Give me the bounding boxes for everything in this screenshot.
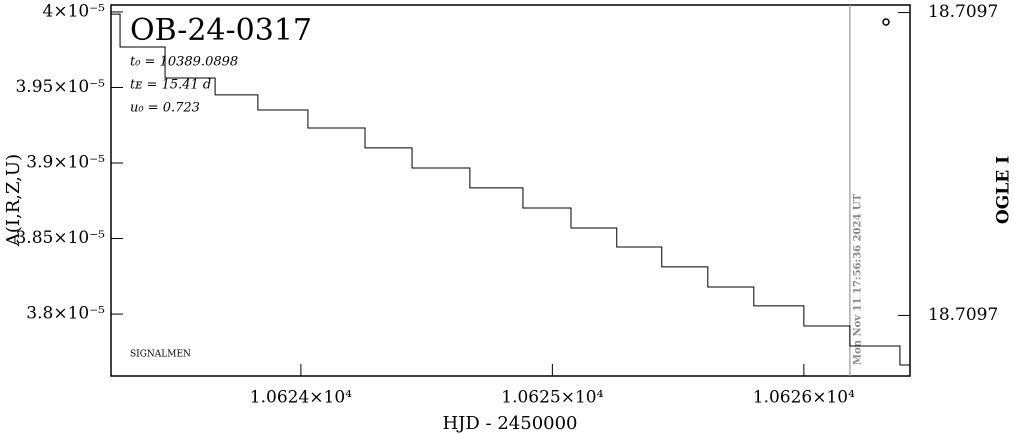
y-tick-label: 4×10⁻⁵	[43, 1, 106, 21]
light-curve	[111, 13, 910, 366]
annotation: t₀ = 10389.0898	[130, 55, 238, 70]
plot-frame	[110, 4, 911, 377]
x-tick-label: 1.0626×10⁴	[753, 388, 855, 408]
y-tick-label: 3.8×10⁻⁵	[26, 304, 105, 324]
x-axis-label: HJD - 2450000	[442, 413, 577, 434]
y-tick-label: 3.9×10⁻⁵	[26, 153, 105, 173]
y-axis-label: A(I,R,Z,U)	[3, 154, 24, 247]
y-tick-label: 3.85×10⁻⁵	[15, 228, 105, 248]
y-tick-label: 3.95×10⁻⁵	[15, 77, 105, 97]
y2-tick-label: 18.7097	[928, 305, 998, 325]
annotation: u₀ = 0.723	[130, 101, 200, 116]
y2-axis-label: OGLE I	[994, 156, 1014, 224]
now-label: Mon Nov 11 17:56:36 2024 UT	[852, 193, 863, 365]
x-tick-label: 1.0625×10⁴	[501, 388, 603, 408]
marker-icon	[882, 18, 890, 26]
x-tick-label: 1.0624×10⁴	[250, 388, 352, 408]
footer: SIGNALMEN	[130, 350, 191, 360]
annotation: tᴇ = 15.41 d	[130, 78, 211, 93]
chart-title: OB-24-0317	[130, 13, 312, 48]
y2-tick-label: 18.7097	[928, 2, 998, 22]
